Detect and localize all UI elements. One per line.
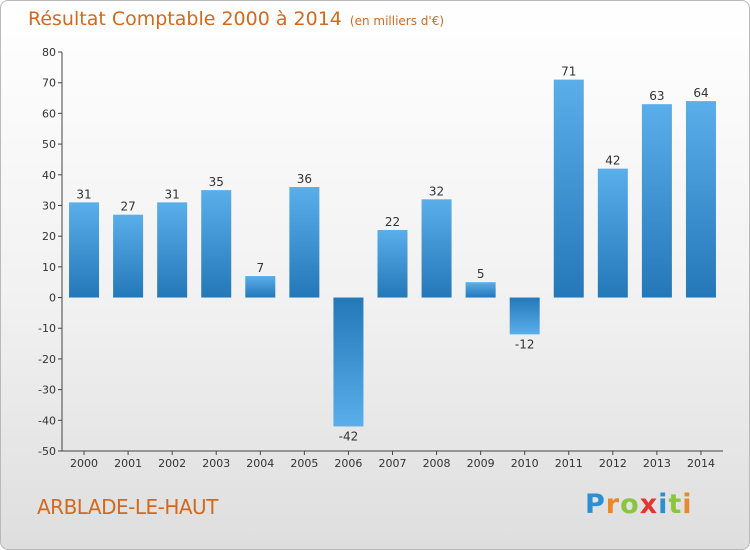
x-tick-label: 2003: [202, 457, 230, 470]
x-tick-label: 2001: [114, 457, 142, 470]
bar-2006: [333, 297, 364, 427]
logo-letter: r: [605, 489, 621, 520]
y-tick-label: 80: [42, 46, 56, 59]
bar-2008: [421, 199, 452, 298]
y-tick-label: 70: [42, 77, 56, 90]
bar-2010: [509, 297, 540, 335]
x-tick-label: 2010: [511, 457, 539, 470]
value-label: 31: [165, 187, 180, 201]
value-label: 35: [209, 175, 224, 189]
value-label: 31: [76, 187, 91, 201]
bar-2002: [157, 202, 188, 298]
bar-2007: [377, 230, 408, 298]
y-tick-label: 40: [42, 169, 56, 182]
x-tick-label: 2012: [599, 457, 627, 470]
value-label: 64: [693, 86, 708, 100]
bar-2012: [597, 168, 628, 298]
x-tick-label: 2014: [687, 457, 715, 470]
x-tick-label: 2008: [423, 457, 451, 470]
y-tick-label: 20: [42, 230, 56, 243]
bar-2003: [201, 190, 232, 298]
y-tick-label: 10: [42, 261, 56, 274]
value-label: 36: [297, 172, 312, 186]
logo-letter: i: [682, 489, 693, 520]
value-label: 7: [256, 261, 264, 275]
chart-title: Résultat Comptable 2000 à 2014 (en millie…: [28, 8, 444, 30]
value-label: 5: [477, 267, 485, 281]
value-label: 32: [429, 184, 444, 198]
y-tick-label: 30: [42, 199, 56, 212]
logo-letter: x: [639, 489, 659, 520]
value-label: 42: [605, 154, 620, 168]
value-label: 27: [120, 200, 135, 214]
chart-title-text: Résultat Comptable 2000 à 2014: [28, 8, 342, 30]
x-tick-label: 2006: [334, 457, 362, 470]
y-tick-label: -20: [38, 353, 56, 366]
value-label: -12: [515, 337, 535, 351]
y-tick-label: 50: [42, 138, 56, 151]
bar-2014: [685, 101, 716, 298]
y-tick-label: 60: [42, 107, 56, 120]
value-label: 71: [561, 65, 576, 79]
bar-2013: [641, 104, 672, 298]
bar-2000: [69, 202, 100, 298]
y-tick-label: -30: [38, 384, 56, 397]
value-label: 63: [649, 89, 664, 103]
logo-letter: t: [668, 489, 683, 520]
y-tick-label: -50: [38, 445, 56, 458]
logo-letter: P: [585, 489, 606, 520]
logo-letter: o: [620, 489, 640, 520]
chart-unit-note: (en milliers d'€): [349, 14, 445, 28]
bar-2011: [553, 79, 584, 298]
x-tick-label: 2007: [379, 457, 407, 470]
x-tick-label: 2002: [158, 457, 186, 470]
y-tick-label: -10: [38, 322, 56, 335]
value-label: -42: [339, 429, 359, 443]
commune-name: ARBLADE-LE-HAUT: [37, 495, 218, 519]
logo-letter: i: [658, 489, 669, 520]
x-tick-label: 2011: [555, 457, 583, 470]
value-label: 22: [385, 215, 400, 229]
bar-2005: [289, 187, 320, 298]
bar-2001: [113, 214, 144, 298]
bar-2009: [465, 282, 496, 298]
y-tick-label: 0: [49, 292, 56, 305]
x-tick-label: 2013: [643, 457, 671, 470]
bar-2004: [245, 276, 276, 298]
proxiti-logo: Proxiti: [585, 489, 693, 520]
x-tick-label: 2004: [246, 457, 274, 470]
x-tick-label: 2005: [290, 457, 318, 470]
x-tick-label: 2000: [70, 457, 98, 470]
x-tick-label: 2009: [467, 457, 495, 470]
y-tick-label: -40: [38, 414, 56, 427]
